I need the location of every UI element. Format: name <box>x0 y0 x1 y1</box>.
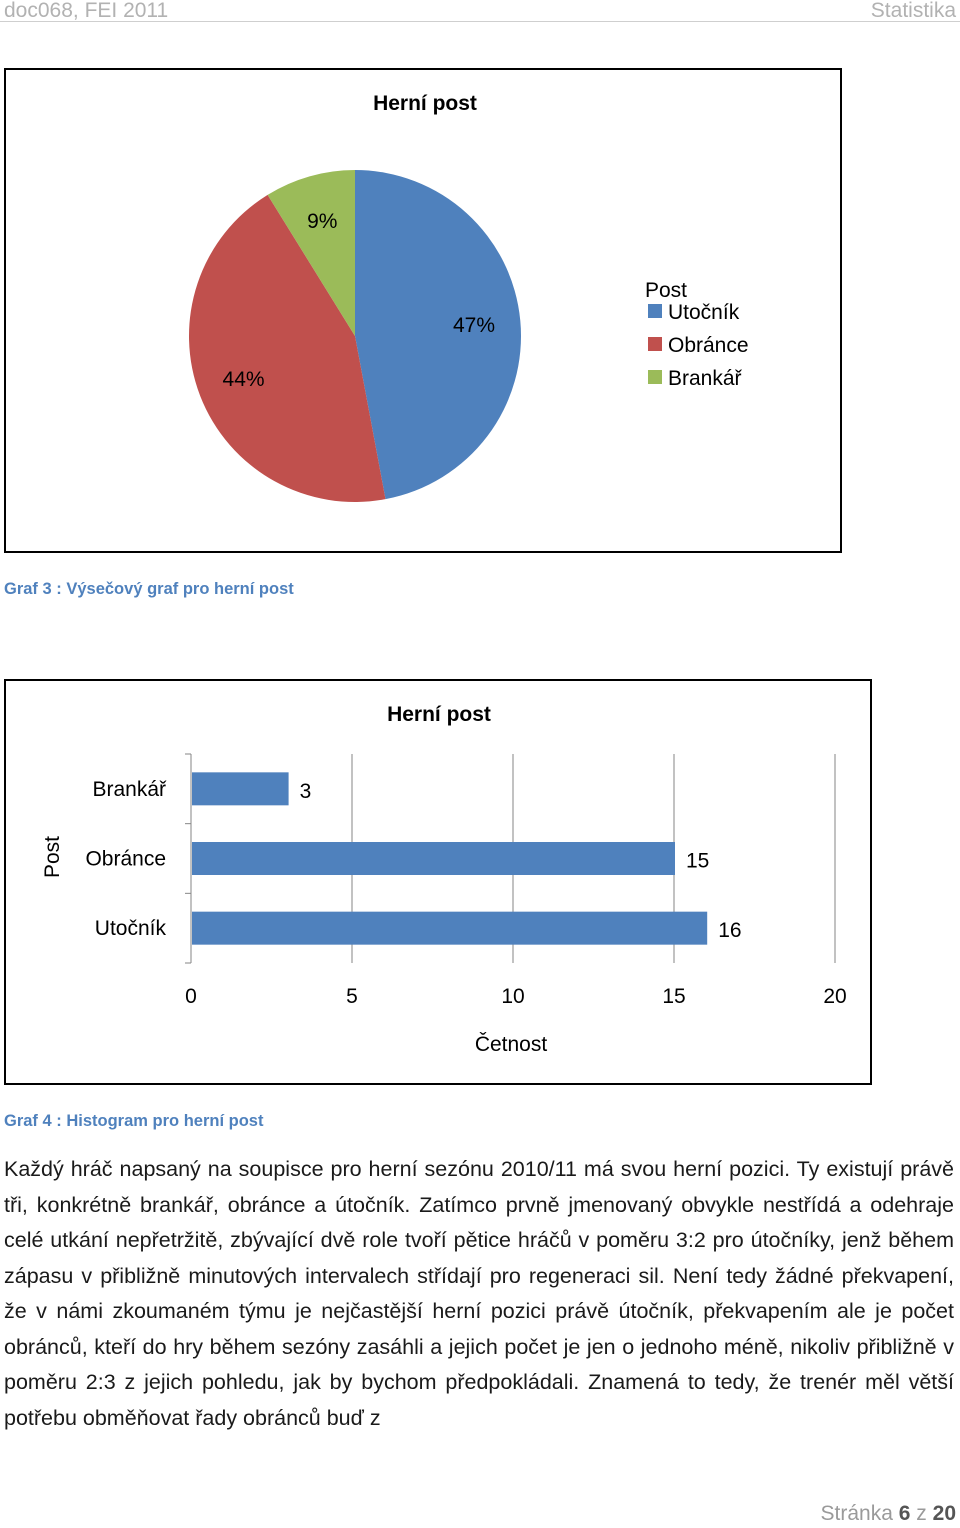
bar-y-axis-label: Post <box>41 836 64 878</box>
pie-data-label: 44% <box>223 368 265 391</box>
footer-page-total: 20 <box>932 1502 956 1525</box>
y-category-label: Utočník <box>95 917 167 940</box>
bar-x-axis-label: Četnost <box>475 1033 548 1056</box>
footer-separator: z <box>916 1502 927 1525</box>
pie-chart-title: Herní post <box>373 92 477 115</box>
bar-obránce <box>192 842 675 875</box>
bar-chart: Herní post 0 5 10 15 20 Brankář 3 Obránce 15 Utoč… <box>41 703 847 1056</box>
pie-chart-frame: Herní post 47% 44% 9% Post Utočník Obránce B… <box>4 68 842 553</box>
pie-data-label: 47% <box>453 314 495 337</box>
pie-legend-title: Post <box>645 279 687 302</box>
legend-item-obránce: Obránce <box>668 334 749 357</box>
bar-data-label: 16 <box>718 919 741 942</box>
caption-graf4: Graf 4 : Histogram pro herní post <box>4 1112 264 1130</box>
y-category-label: Brankář <box>92 778 167 801</box>
bar-chart-title: Herní post <box>387 703 491 726</box>
legend-item-utočník: Utočník <box>668 301 740 324</box>
pie-data-label: 9% <box>307 210 337 233</box>
legend-swatch-utočník <box>648 304 662 318</box>
bar-chart-frame: Herní post 0 5 10 15 20 Brankář 3 Obránce 15 Utoč… <box>4 679 872 1085</box>
footer-prefix: Stránka <box>820 1502 893 1525</box>
header-rule <box>0 21 960 22</box>
x-tick-label: 15 <box>662 985 685 1008</box>
legend-item-brankář: Brankář <box>668 367 743 390</box>
pie-slice-utočník <box>355 170 521 500</box>
x-tick-label: 5 <box>346 985 358 1008</box>
bar-data-label: 15 <box>686 850 709 873</box>
bar-brankář <box>192 772 289 806</box>
x-tick-label: 0 <box>185 985 197 1008</box>
pie-chart: Herní post 47% 44% 9% Post Utočník Obránce B… <box>189 92 749 502</box>
y-category-label: Obránce <box>85 848 166 871</box>
header-section: Statistika <box>870 0 956 22</box>
legend-swatch-obránce <box>648 337 662 351</box>
bar-utočník <box>192 911 708 945</box>
pie-slice-brankář <box>267 170 355 336</box>
footer-page-number: 6 <box>898 1502 911 1525</box>
pie-slice-obránce <box>189 194 386 502</box>
body-paragraph: Každý hráč napsaný na soupisce pro herní… <box>4 1157 954 1430</box>
x-tick-label: 20 <box>823 985 846 1008</box>
bar-data-label: 3 <box>300 780 312 803</box>
caption-graf3: Graf 3 : Výsečový graf pro herní post <box>4 580 294 598</box>
legend-swatch-brankář <box>648 370 662 384</box>
x-tick-label: 10 <box>501 985 524 1008</box>
header-doc-id: doc068, FEI 2011 <box>4 0 169 22</box>
page-footer: Stránka 6 z 20 <box>821 1502 956 1526</box>
